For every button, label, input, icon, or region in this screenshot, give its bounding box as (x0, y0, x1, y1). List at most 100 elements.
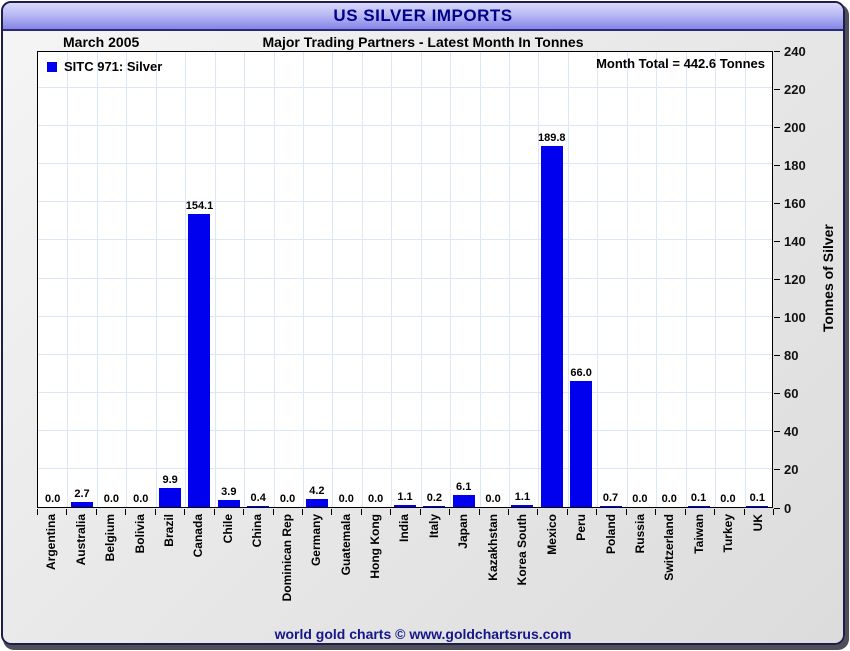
bar (247, 506, 270, 507)
bar-slot-turkey: 0.0 (713, 52, 742, 507)
x-label-dominican-rep: Dominican Rep (273, 514, 302, 628)
bar-slot-brazil: 9.9 (155, 52, 184, 507)
x-label-korea-south: Korea South (508, 514, 537, 628)
bar-slot-bolivia: 0.0 (126, 52, 155, 507)
month-total-label: Month Total = 442.6 Tonnes (596, 56, 765, 71)
x-label-text: UK (750, 514, 765, 532)
x-label-hong-kong: Hong Kong (361, 514, 390, 628)
bar-value-label: 0.0 (279, 493, 296, 505)
x-axis-labels: Argentina Australia Belgium Bolivia Brazil Ca… (37, 514, 773, 628)
y-tick-label: 200 (784, 119, 806, 135)
page-title: US SILVER IMPORTS (333, 6, 513, 25)
gridline-vertical (538, 52, 540, 507)
x-label-text: Mexico (544, 514, 559, 555)
bar (71, 501, 94, 507)
y-tick-mark (774, 126, 780, 128)
bar-value-label: 2.7 (74, 487, 90, 500)
bar-slot-mexico: 189.8 (537, 52, 566, 507)
x-label-germany: Germany (302, 514, 331, 628)
x-label-text: China (250, 514, 265, 548)
x-label-text: Australia (73, 514, 88, 566)
x-label-italy: Italy (420, 514, 449, 628)
x-label-japan: Japan (449, 514, 478, 628)
bar (452, 495, 475, 507)
bar (159, 488, 182, 507)
gridline-horizontal (38, 353, 772, 355)
x-label-mexico: Mexico (537, 514, 566, 628)
gridline-horizontal (38, 87, 772, 89)
bar-slot-russia: 0.0 (625, 52, 654, 507)
bar-slot-korea-south: 1.1 (508, 52, 537, 507)
gridline-vertical (597, 52, 599, 507)
bar (570, 381, 593, 507)
x-label-text: Taiwan (691, 514, 706, 554)
y-tick-label: 60 (784, 386, 799, 402)
x-label-text: Guatemala (338, 514, 353, 576)
bar-value-label: 0.0 (661, 493, 677, 505)
x-label-india: India (390, 514, 419, 628)
gridline-vertical (332, 52, 334, 507)
bar-value-label: 0.0 (45, 493, 61, 505)
bar-value-label: 0.4 (250, 492, 266, 504)
bar-value-label: 0.0 (720, 493, 736, 505)
y-tick-mark (774, 202, 780, 204)
bar-slot-argentina: 0.0 (38, 52, 67, 507)
gridline-vertical (96, 52, 98, 507)
x-label-text: Kazakhstan (485, 514, 500, 581)
bar-value-label: 66.0 (570, 367, 592, 380)
gridline-vertical (244, 52, 246, 507)
bar-value-label: 0.1 (749, 492, 765, 504)
legend: SITC 971: Silver (47, 59, 162, 74)
bar-value-label: 0.0 (103, 493, 120, 505)
bar-slot-germany: 4.2 (302, 52, 331, 507)
x-label-text: Hong Kong (368, 514, 383, 579)
x-label-switzerland: Switzerland (655, 514, 684, 628)
bar-slot-uk: 0.1 (743, 52, 772, 507)
x-label-taiwan: Taiwan (685, 514, 714, 628)
x-label-text: Italy (426, 514, 441, 539)
y-tick-mark (774, 431, 780, 433)
y-tick-mark (774, 317, 780, 319)
bar-slot-italy: 0.2 (420, 52, 449, 507)
y-tick-label: 20 (784, 462, 799, 478)
gridline-vertical (450, 52, 452, 507)
y-tick-mark (774, 279, 780, 280)
bar-slot-chile: 3.9 (214, 52, 243, 507)
bar-slot-peru: 66.0 (566, 52, 595, 507)
gridline-horizontal (38, 277, 772, 279)
x-label-argentina: Argentina (37, 514, 66, 628)
y-tick-mark (774, 355, 780, 357)
y-tick-label: 0 (784, 500, 792, 516)
gridline-horizontal (38, 125, 772, 127)
bar (393, 504, 416, 507)
bar-value-label: 0.1 (690, 492, 707, 504)
bar-value-label: 3.9 (221, 485, 237, 498)
gridline-vertical (715, 52, 717, 507)
x-label-text: Poland (603, 514, 618, 555)
bar (423, 506, 446, 507)
bar-value-label: 154.1 (185, 199, 214, 212)
y-tick-label: 40 (784, 424, 799, 440)
x-label-bolivia: Bolivia (125, 514, 154, 628)
bar (687, 506, 710, 507)
bar-value-label: 1.1 (514, 490, 531, 503)
y-tick-label: 180 (784, 157, 806, 173)
gridline-horizontal (38, 315, 772, 317)
x-label-turkey: Turkey (714, 514, 743, 628)
bar-value-label: 1.1 (397, 490, 413, 503)
bar (746, 506, 769, 507)
bar-slot-canada: 154.1 (185, 52, 214, 507)
x-label-uk: UK (744, 514, 773, 628)
bar-value-label: 0.0 (367, 493, 384, 505)
bar-value-label: 0.0 (338, 493, 354, 505)
bar-slot-switzerland: 0.0 (655, 52, 684, 507)
x-label-text: Switzerland (662, 514, 677, 581)
y-tick-label: 120 (784, 272, 806, 287)
gridline-vertical (302, 52, 304, 507)
y-tick-mark (774, 240, 780, 242)
x-label-text: Argentina (44, 514, 59, 571)
y-tick-label: 80 (784, 348, 799, 364)
x-label-text: Canada (191, 514, 206, 558)
gridline-horizontal (38, 239, 772, 241)
